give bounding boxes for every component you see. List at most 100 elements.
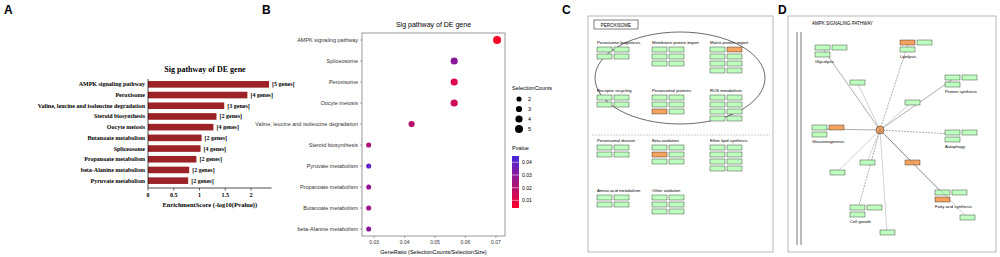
color-tick bbox=[512, 175, 519, 176]
gene-box bbox=[945, 130, 960, 135]
gene-box bbox=[710, 54, 725, 59]
gene-box bbox=[710, 166, 725, 171]
gene-box bbox=[652, 202, 667, 207]
point bbox=[451, 99, 458, 106]
gene-box bbox=[962, 75, 977, 80]
node-label: Peroxisomal proteins bbox=[652, 88, 691, 93]
bar bbox=[148, 167, 189, 174]
gene-box bbox=[850, 80, 865, 85]
gene-box bbox=[652, 95, 667, 100]
category-label: Pyruvate metabolism bbox=[91, 178, 146, 184]
point bbox=[493, 36, 501, 44]
y-tick bbox=[360, 187, 362, 188]
size-legend-label: 4 bbox=[528, 116, 531, 122]
color-tick-label: 0.02 bbox=[522, 185, 532, 191]
y-tick bbox=[360, 145, 362, 146]
node-label: Autophagy bbox=[945, 144, 966, 149]
category-label: Oocyte meiosis bbox=[320, 100, 358, 106]
category-label: AMPK signaling pathway bbox=[79, 81, 145, 87]
x-tick-label: 0 bbox=[147, 192, 150, 198]
gene-box bbox=[962, 130, 977, 135]
y-tick bbox=[360, 82, 362, 83]
y-tick bbox=[360, 40, 362, 41]
gene-box bbox=[597, 47, 612, 52]
gene-box bbox=[727, 54, 742, 59]
gene-box bbox=[727, 166, 742, 171]
x-tick-label: 1.5 bbox=[222, 192, 230, 198]
gene-box bbox=[815, 52, 830, 57]
category-label: Propanoate metabolism bbox=[84, 156, 145, 162]
x-axis-title: GeneRatio (SelectionCounts/SelectionSize… bbox=[380, 249, 487, 255]
gene-box bbox=[652, 209, 667, 214]
edge bbox=[880, 102, 912, 130]
gene-box bbox=[597, 202, 612, 207]
legend-title: SelectionCounts bbox=[512, 85, 552, 91]
x-tick bbox=[251, 188, 252, 191]
gene-box bbox=[652, 195, 667, 200]
gene-box bbox=[597, 145, 612, 150]
point bbox=[451, 57, 458, 64]
gene-box bbox=[867, 205, 882, 210]
gene-box bbox=[669, 109, 684, 114]
legend-title: Pvalue bbox=[512, 145, 529, 151]
gene-box bbox=[652, 159, 667, 164]
x-tick-label: 0.07 bbox=[491, 239, 501, 245]
gene-box bbox=[832, 45, 847, 50]
node-label: Membrane protein import bbox=[652, 40, 700, 45]
gene-box bbox=[830, 170, 845, 175]
gene-box bbox=[727, 116, 742, 121]
gene-box bbox=[710, 152, 725, 157]
bar bbox=[148, 113, 216, 120]
node-label: Amino acid metabolism bbox=[597, 188, 641, 193]
gene-box bbox=[727, 47, 742, 52]
point bbox=[408, 121, 414, 127]
gene-box bbox=[710, 95, 725, 100]
points bbox=[366, 36, 501, 232]
count-label: [2 genes] bbox=[199, 156, 222, 163]
category-label: Valine, leucine and isoleucine degradati… bbox=[255, 121, 358, 127]
category-label: AMPK signaling pathway bbox=[297, 37, 358, 43]
x-tick bbox=[148, 188, 149, 191]
x-axis bbox=[148, 188, 272, 189]
diagram-title: AMPK SIGNALING PATHWAY bbox=[812, 21, 873, 26]
gene-box bbox=[900, 47, 915, 52]
size-legend-mark bbox=[516, 96, 521, 101]
category-label: beta-Alanine metabolism bbox=[81, 167, 145, 173]
color-tick-label: 0.04 bbox=[522, 159, 532, 165]
gene-box bbox=[727, 95, 742, 100]
count-label: [3 genes] bbox=[227, 103, 250, 110]
gene-box bbox=[652, 152, 667, 157]
x-tick bbox=[199, 188, 200, 191]
background bbox=[0, 0, 1000, 257]
category-label: Spliceosome bbox=[327, 58, 359, 64]
category-label: Pyruvate metabolism bbox=[307, 163, 359, 169]
x-tick bbox=[404, 236, 405, 238]
gene-box bbox=[860, 160, 875, 165]
point bbox=[366, 205, 371, 210]
node-label: ROS metabolism bbox=[710, 88, 742, 93]
x-tick-label: 0.5 bbox=[170, 192, 178, 198]
gene-box bbox=[727, 152, 742, 157]
panel-label: A bbox=[4, 3, 13, 17]
y-tick bbox=[360, 166, 362, 167]
gene-box bbox=[669, 195, 684, 200]
gene-box bbox=[669, 47, 684, 52]
gene-box bbox=[945, 137, 960, 142]
gene-box bbox=[652, 61, 667, 66]
gene-box bbox=[597, 195, 612, 200]
gene-box bbox=[945, 75, 960, 80]
separator bbox=[592, 135, 770, 136]
bar bbox=[148, 177, 188, 184]
x-tick-label: 0.04 bbox=[400, 239, 410, 245]
bar bbox=[148, 156, 196, 163]
gene-box bbox=[597, 102, 612, 107]
node-label: Lipolysis bbox=[900, 54, 916, 59]
edge bbox=[880, 130, 953, 134]
x-axis-title: EnrichmentScore (-log10(Pvalue)) bbox=[162, 201, 257, 209]
gene-box bbox=[710, 68, 725, 73]
bar bbox=[148, 92, 247, 99]
node-label: Glycolysis bbox=[815, 59, 834, 64]
gene-box bbox=[669, 209, 684, 214]
membrane bbox=[801, 32, 802, 245]
gene-box bbox=[652, 47, 667, 52]
